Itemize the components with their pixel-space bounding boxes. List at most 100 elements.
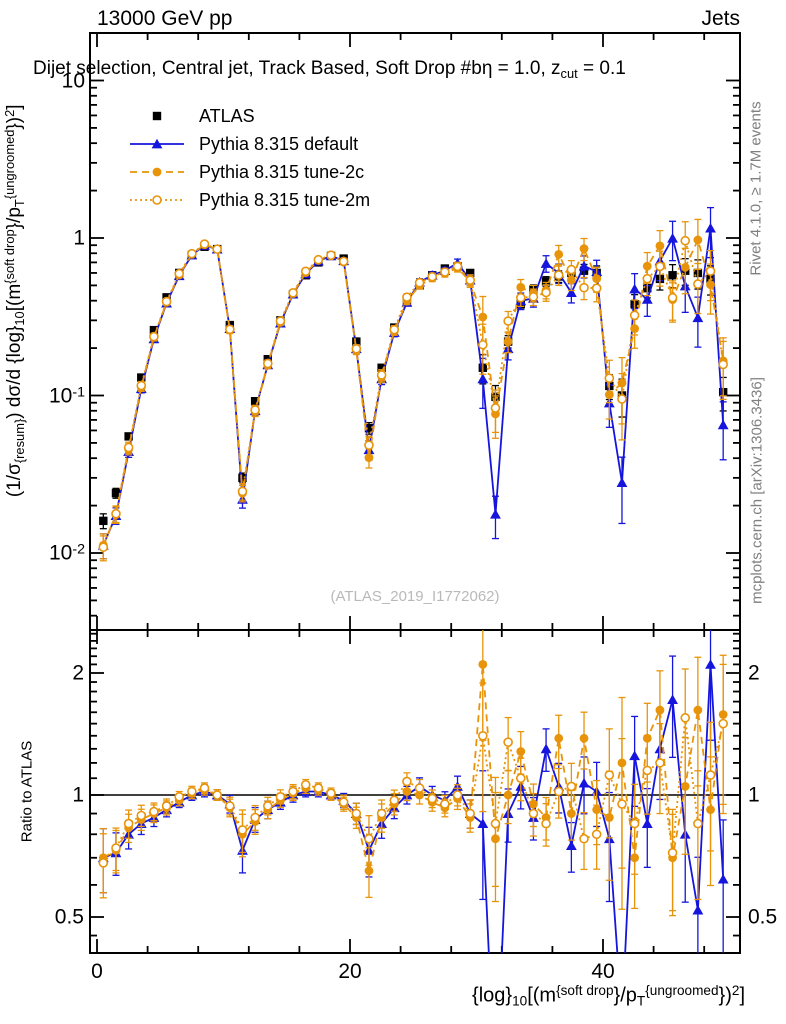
circle-open-marker	[199, 783, 210, 793]
square-marker	[541, 277, 551, 286]
x-tick-label: 0	[91, 960, 103, 983]
y-main-tick-label: 10-1	[48, 384, 85, 407]
square-marker	[668, 271, 677, 280]
legend-marker-svg	[152, 111, 162, 121]
triangle-marker	[540, 258, 552, 268]
axis-title-segment: ) dσ/d {log}	[4, 325, 26, 419]
square-marker	[377, 363, 386, 372]
circle-marker	[516, 747, 526, 756]
triangle-marker	[717, 419, 729, 430]
circle-open-marker	[591, 283, 602, 294]
circle-open-marker	[440, 799, 450, 809]
circle-open-marker	[402, 292, 412, 302]
circle-open-marker	[718, 718, 728, 729]
circle-open-marker	[351, 343, 362, 354]
circle-open-marker	[427, 271, 438, 282]
triangle-marker	[490, 508, 501, 519]
circle-open-marker	[98, 858, 109, 868]
axis-title-segment: {resum}	[12, 418, 28, 464]
legend-label-atlas: ATLAS	[199, 105, 255, 126]
mcplots-reference-note: mcplots.cern.ch [arXiv:1306.3436]	[748, 377, 766, 604]
axis-title-segment: T	[636, 993, 646, 1009]
y-ratio-tick-label-left: 2	[72, 661, 84, 685]
analysis-group-label: Jets	[701, 7, 740, 30]
circle-open-marker	[705, 770, 716, 780]
plot-title-post: = 0.1	[577, 58, 626, 79]
circle-open-marker	[553, 270, 564, 280]
axis-title-segment: T	[12, 199, 28, 208]
circle-open-marker	[414, 277, 425, 288]
series-ratio-2	[98, 630, 728, 917]
axis-title-segment: ]	[739, 984, 745, 1007]
square-marker	[250, 397, 260, 406]
triangle-marker	[629, 750, 641, 761]
circle-open-marker	[161, 801, 172, 811]
circle-marker	[693, 705, 703, 715]
circle-open-marker	[174, 791, 185, 802]
circle-open-marker	[553, 786, 564, 797]
circle-open-marker	[300, 779, 311, 790]
circle-open-marker	[275, 316, 286, 326]
circle-open-marker	[566, 264, 577, 275]
circle-open-marker	[515, 773, 526, 784]
circle-marker	[364, 866, 374, 876]
circle-open-marker	[515, 292, 526, 303]
series-ratio-3	[98, 663, 728, 912]
square-marker	[111, 488, 121, 498]
y-main-tick-label: 1	[73, 226, 85, 250]
pythia-tune2c-marker-icon	[128, 162, 186, 182]
circle-open-marker	[490, 818, 501, 829]
triangle-marker	[565, 287, 577, 298]
triangle-marker	[692, 904, 704, 915]
circle-open-marker	[187, 248, 197, 259]
circle-marker	[554, 733, 564, 743]
square-marker	[137, 373, 146, 382]
ratio-panel-frame	[89, 629, 741, 954]
circle-open-marker	[313, 783, 324, 793]
circle-open-marker	[414, 783, 425, 793]
circle-open-marker	[351, 808, 362, 819]
circle-open-marker	[288, 288, 298, 298]
x-tick-label: 40	[591, 960, 615, 983]
circle-open-marker	[136, 810, 147, 821]
circle-open-marker	[617, 394, 627, 404]
circle-open-marker	[528, 292, 539, 302]
triangle-marker	[717, 873, 729, 884]
circle-open-marker	[237, 825, 248, 835]
series-line-main	[102, 237, 725, 546]
triangle-marker	[641, 818, 653, 829]
legend-label-pythia-tune2m: Pythia 8.315 tune-2m	[199, 189, 371, 210]
circle-open-marker	[705, 266, 716, 276]
circle-open-marker	[642, 273, 653, 284]
circle-marker	[655, 241, 665, 251]
triangle-marker	[617, 1014, 628, 1024]
circle-open-marker	[275, 791, 286, 802]
circle-open-marker	[604, 770, 615, 780]
axis-ticks	[90, 33, 740, 953]
triangle-marker	[667, 694, 678, 704]
square-marker	[352, 337, 361, 346]
circle-open-marker	[478, 339, 488, 350]
ratio-axis-title: Ratio to ATLAS	[18, 740, 36, 843]
triangle-marker	[629, 283, 641, 294]
legend-item-pythia-tune2m: Pythia 8.315 tune-2m	[128, 186, 370, 214]
square-marker	[99, 516, 108, 526]
circle-open-marker	[503, 316, 513, 326]
legend-marker-svg	[130, 138, 184, 149]
circle-open-marker	[262, 801, 273, 811]
circle-marker	[693, 235, 703, 245]
axis-title-segment: 2	[1, 109, 17, 117]
plot-title-pre: Dijet selection, Central jet, Track Base…	[33, 58, 561, 79]
circle-open-marker	[655, 261, 665, 272]
legend-marker-glyph	[152, 167, 162, 177]
circle-open-marker	[199, 239, 210, 249]
circle-open-marker	[123, 442, 134, 453]
circle-open-marker	[478, 730, 488, 741]
circle-open-marker	[541, 818, 551, 829]
legend-marker-glyph	[152, 195, 162, 205]
circle-open-marker	[250, 812, 260, 823]
axis-title-segment: {soft drop	[556, 983, 614, 998]
triangle-marker	[705, 659, 716, 669]
series-line-ratio	[102, 717, 725, 864]
